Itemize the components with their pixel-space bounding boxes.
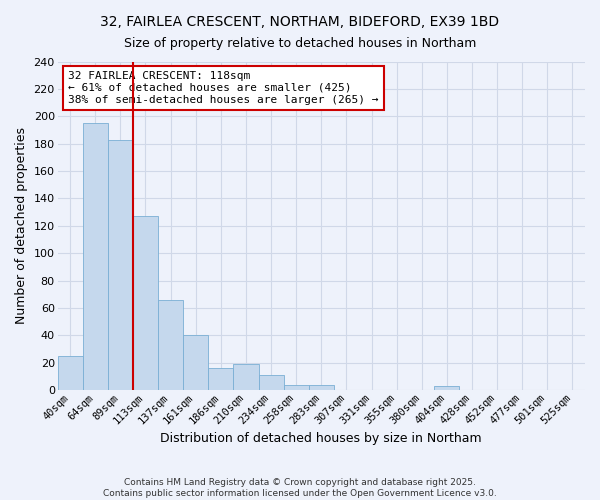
Text: Contains HM Land Registry data © Crown copyright and database right 2025.
Contai: Contains HM Land Registry data © Crown c… bbox=[103, 478, 497, 498]
Bar bbox=[183, 336, 208, 390]
Text: Size of property relative to detached houses in Northam: Size of property relative to detached ho… bbox=[124, 38, 476, 51]
Bar bbox=[158, 300, 183, 390]
Bar bbox=[309, 384, 334, 390]
Bar bbox=[133, 216, 158, 390]
Y-axis label: Number of detached properties: Number of detached properties bbox=[15, 128, 28, 324]
Bar bbox=[83, 123, 108, 390]
Text: 32 FAIRLEA CRESCENT: 118sqm
← 61% of detached houses are smaller (425)
38% of se: 32 FAIRLEA CRESCENT: 118sqm ← 61% of det… bbox=[68, 72, 379, 104]
Bar bbox=[108, 140, 133, 390]
Bar bbox=[259, 375, 284, 390]
Bar bbox=[233, 364, 259, 390]
Text: 32, FAIRLEA CRESCENT, NORTHAM, BIDEFORD, EX39 1BD: 32, FAIRLEA CRESCENT, NORTHAM, BIDEFORD,… bbox=[100, 15, 500, 29]
Bar bbox=[208, 368, 233, 390]
X-axis label: Distribution of detached houses by size in Northam: Distribution of detached houses by size … bbox=[160, 432, 482, 445]
Bar bbox=[434, 386, 460, 390]
Bar bbox=[284, 384, 309, 390]
Bar bbox=[58, 356, 83, 390]
